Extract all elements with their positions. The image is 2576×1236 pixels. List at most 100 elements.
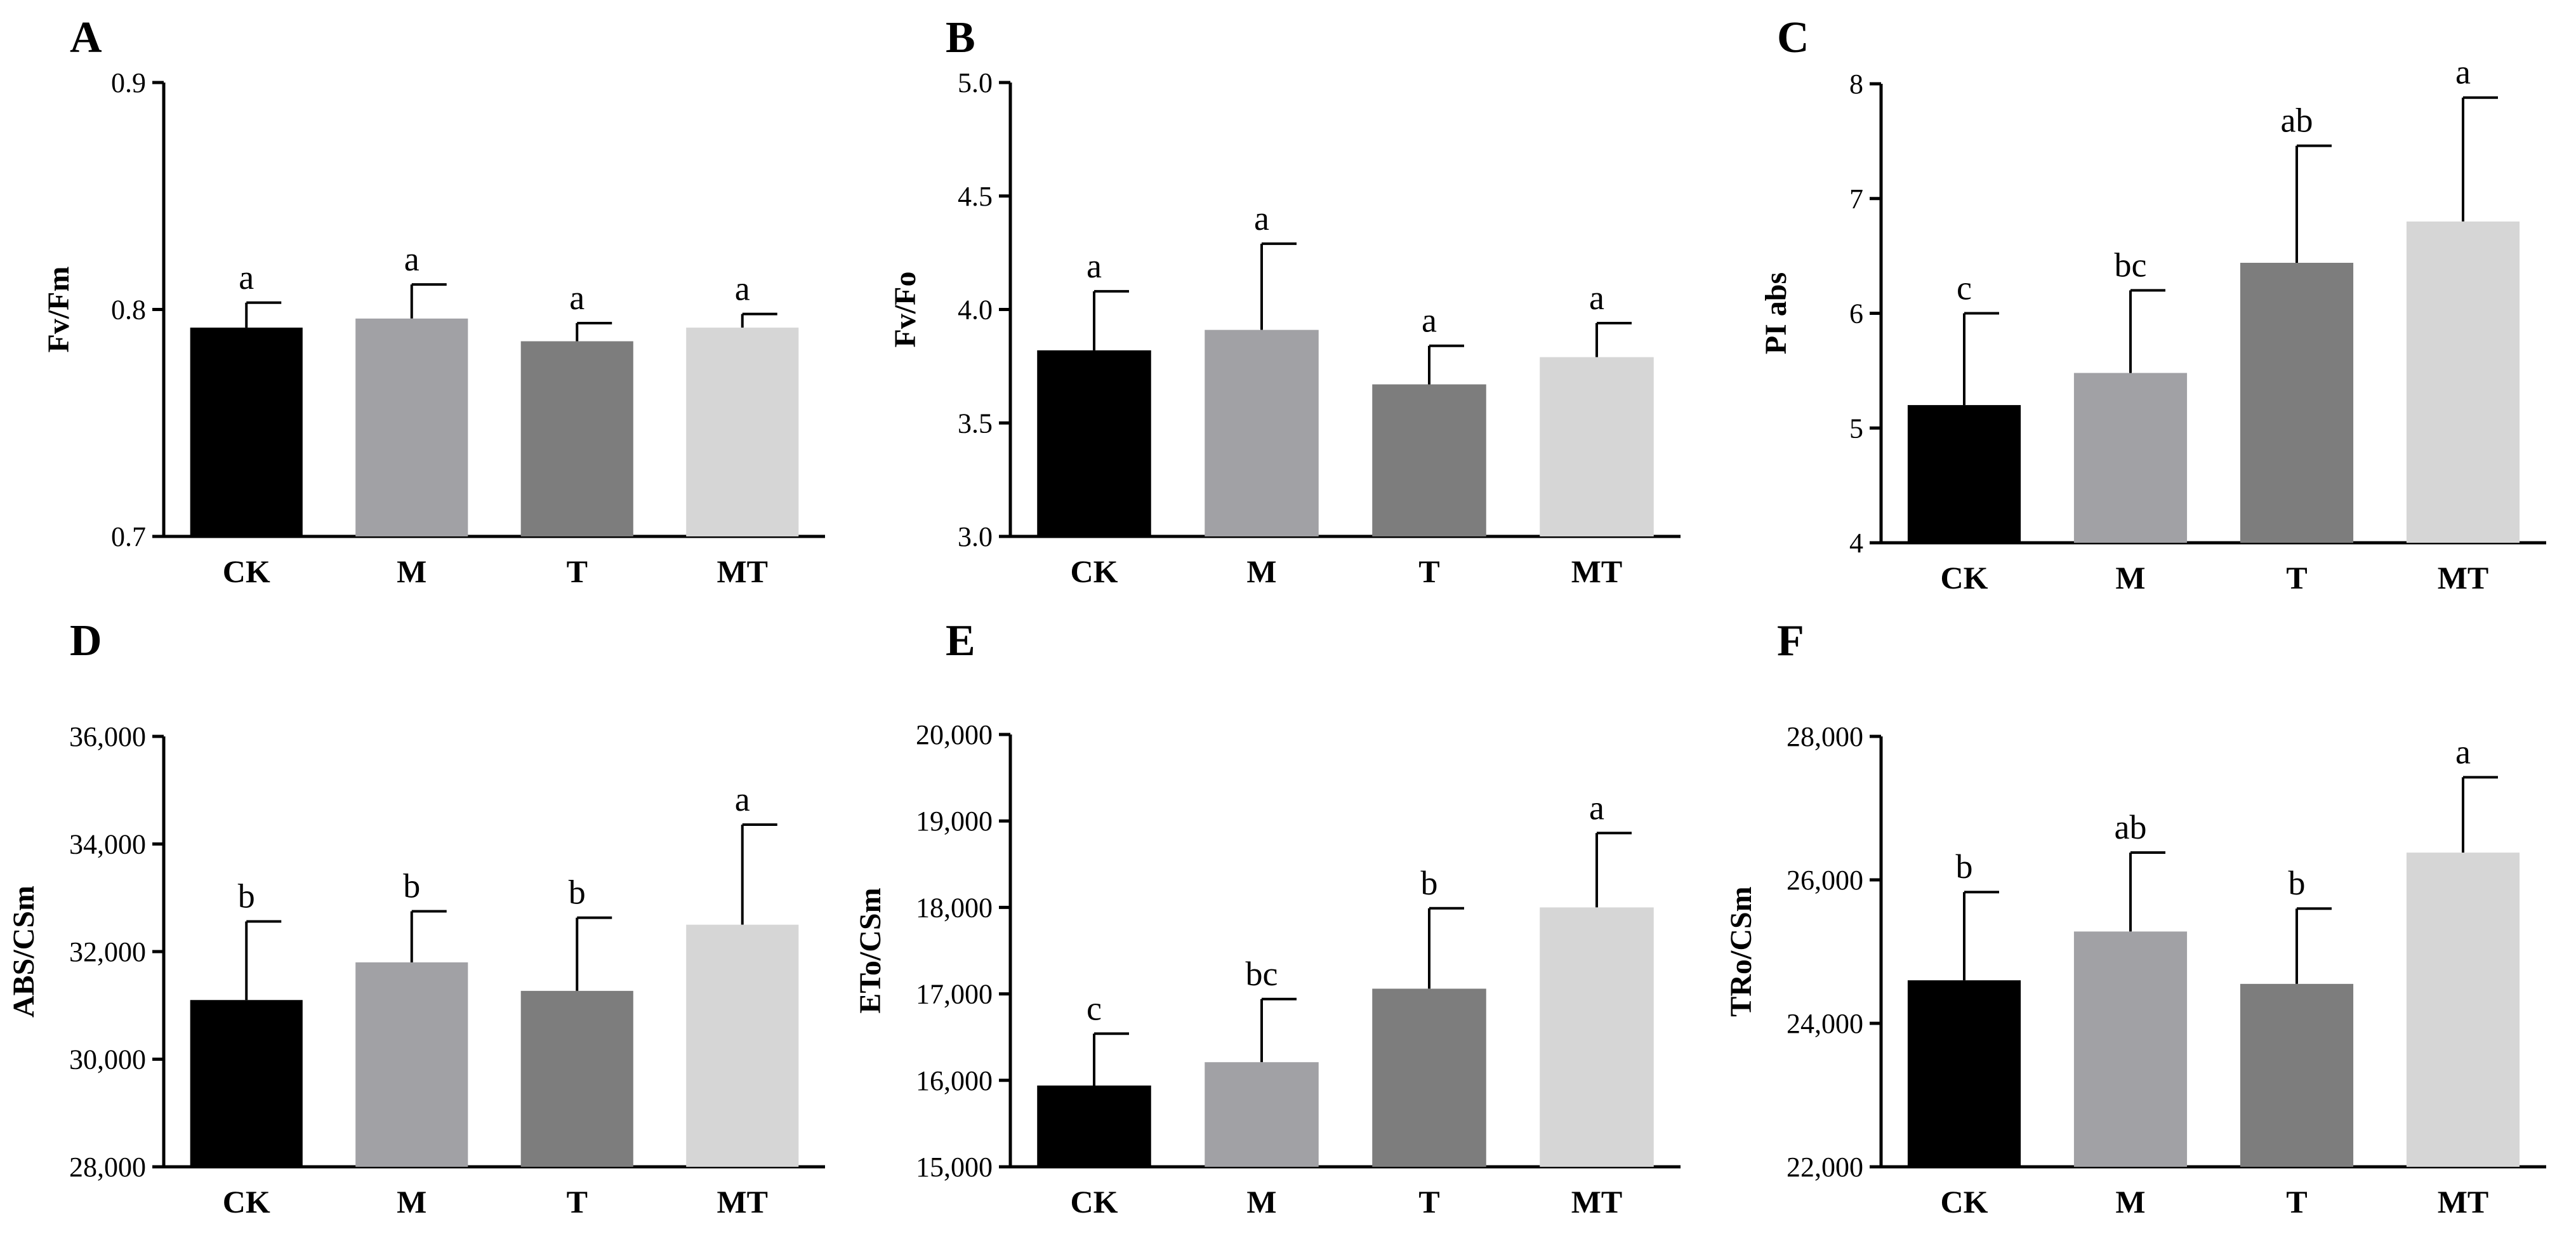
- panel-f-sig-t: b: [2289, 864, 2306, 902]
- panel-e-bar-m: [1205, 1062, 1319, 1167]
- panel-e-letter: E: [946, 616, 975, 665]
- panel-c-bar-t: [2240, 262, 2354, 543]
- panel-f-x-tick-label-ck: CK: [1941, 1184, 1988, 1219]
- panel-e-x-tick-label-ck: CK: [1071, 1184, 1118, 1219]
- panel-b-x-tick-label-ck: CK: [1071, 554, 1118, 589]
- panel-a-bar-m: [355, 318, 468, 536]
- panel-c-y-tick-label: 5: [1849, 413, 1863, 444]
- panel-f-sig-mt: a: [2455, 733, 2471, 771]
- panel-f-y-tick-label: 28,000: [1787, 721, 1863, 752]
- panel-d-bar-m: [355, 962, 468, 1167]
- panel-e-sig-t: b: [1421, 864, 1438, 902]
- panel-f-sig-ck: b: [1956, 847, 1973, 886]
- panel-b-y-tick-label: 4.5: [958, 181, 993, 212]
- panel-f-y-axis-title: TRo/CSm: [1724, 886, 1758, 1016]
- panel-c-y-tick-label: 4: [1849, 528, 1863, 559]
- panel-d-y-tick-label: 34,000: [69, 829, 146, 860]
- panel-c-bar-ck: [1907, 405, 2021, 543]
- panel-f-bar-mt: [2406, 853, 2520, 1167]
- panel-c-x-tick-label-t: T: [2286, 560, 2307, 595]
- panel-a-y-axis-title: Fv/Fm: [42, 267, 76, 353]
- panel-d-x-tick-label-mt: MT: [717, 1184, 768, 1219]
- panel-b-sig-mt: a: [1589, 279, 1604, 317]
- panel-d-y-tick-label: 28,000: [69, 1152, 146, 1183]
- panel-c-sig-t: ab: [2281, 102, 2313, 140]
- panel-c-sig-m: bc: [2115, 246, 2147, 284]
- panel-c-bar-mt: [2406, 221, 2520, 543]
- panel-d-sig-mt: a: [735, 780, 750, 818]
- panel-c-x-tick-label-m: M: [2115, 560, 2145, 595]
- panel-d-sig-t: b: [569, 874, 586, 912]
- panel-e: E 15,000 16,000 17,000 18,000 19,000 20,000 ETo…: [854, 616, 1681, 1219]
- panel-f-x-tick-label-m: M: [2115, 1184, 2145, 1219]
- panel-f-y-tick-label: 24,000: [1787, 1008, 1863, 1039]
- panel-c-sig-ck: c: [1957, 269, 1972, 307]
- panel-d-bar-mt: [686, 924, 799, 1167]
- panel-f: F 22,000 24,000 26,000 28,000 TRo/CSm b CK ab Mb T…: [1724, 616, 2546, 1219]
- panel-b-y-tick-label: 4.0: [958, 295, 993, 326]
- panel-a-x-tick-label-t: T: [567, 554, 588, 589]
- panel-b-y-axis-title: Fv/Fo: [888, 272, 922, 348]
- panel-d-x-tick-label-t: T: [567, 1184, 588, 1219]
- panel-f-letter: F: [1777, 616, 1804, 665]
- panel-e-sig-m: bc: [1246, 955, 1278, 993]
- panel-e-y-tick-label: 17,000: [916, 979, 993, 1010]
- panel-b-bar-mt: [1540, 357, 1654, 536]
- panel-f-bar-m: [2073, 931, 2188, 1167]
- panel-a-sig-ck: a: [239, 258, 254, 296]
- panel-c: C 4 5 6 7 8 PI abs c CK bc Mab Ta MT: [1759, 13, 2546, 595]
- panel-b-y-tick-label: 3.5: [958, 408, 993, 439]
- panel-d-y-tick-label: 32,000: [69, 936, 146, 967]
- panel-f-x-tick-label-mt: MT: [2438, 1184, 2489, 1219]
- panel-a-letter: A: [70, 13, 102, 62]
- panel-a-bar-t: [520, 341, 633, 536]
- panel-c-bar-m: [2073, 373, 2188, 543]
- panel-b-y-tick-label: 5.0: [958, 67, 993, 98]
- panel-b: B 3.0 3.5 4.0 4.5 5.0 Fv/Fo a CK a Ma Ta MT: [888, 13, 1681, 589]
- panel-b-x-tick-label-mt: MT: [1571, 554, 1623, 589]
- panel-d-sig-ck: b: [238, 877, 255, 915]
- panel-f-bar-t: [2240, 983, 2354, 1167]
- panel-e-bar-mt: [1540, 907, 1654, 1167]
- panel-c-sig-mt: a: [2455, 53, 2471, 91]
- panel-a-sig-mt: a: [735, 270, 750, 308]
- panel-a-x-tick-label-m: M: [397, 554, 426, 589]
- panel-e-y-tick-label: 16,000: [916, 1065, 993, 1096]
- panel-f-y-tick-label: 26,000: [1787, 865, 1863, 896]
- panel-d-letter: D: [70, 616, 102, 665]
- panel-d-bar-t: [520, 990, 633, 1167]
- panel-c-x-tick-label-ck: CK: [1941, 560, 1988, 595]
- panel-f-x-tick-label-t: T: [2286, 1184, 2307, 1219]
- panel-d-y-tick-label: 36,000: [69, 721, 146, 752]
- panel-e-x-tick-label-m: M: [1246, 1184, 1276, 1219]
- panel-d-y-tick-label: 30,000: [69, 1044, 146, 1075]
- panel-b-y-tick-label: 3.0: [958, 521, 993, 552]
- panel-d-sig-m: b: [403, 867, 420, 905]
- panel-c-y-tick-label: 6: [1849, 298, 1863, 329]
- panel-a-x-tick-label-ck: CK: [223, 554, 270, 589]
- panel-a-sig-m: a: [404, 240, 419, 278]
- panel-b-letter: B: [946, 13, 975, 62]
- panel-a-y-tick-label: 0.7: [111, 521, 146, 552]
- panel-c-y-axis-title: PI abs: [1759, 272, 1793, 354]
- panel-e-bar-t: [1372, 988, 1486, 1167]
- panel-b-bar-t: [1372, 384, 1486, 536]
- panel-e-y-tick-label: 19,000: [916, 806, 993, 837]
- panel-f-bar-ck: [1907, 980, 2021, 1167]
- panel-b-sig-t: a: [1422, 302, 1437, 340]
- panel-c-letter: C: [1777, 13, 1809, 62]
- panel-e-sig-mt: a: [1589, 788, 1604, 827]
- panel-d-x-tick-label-ck: CK: [223, 1184, 270, 1219]
- panel-b-bar-ck: [1037, 350, 1151, 536]
- panel-b-x-tick-label-m: M: [1246, 554, 1276, 589]
- panel-d-bar-ck: [190, 1000, 303, 1167]
- panel-a-y-tick-label: 0.9: [111, 67, 146, 98]
- panel-b-bar-m: [1205, 329, 1319, 536]
- panel-f-y-tick-label: 22,000: [1787, 1152, 1863, 1183]
- panel-e-y-tick-label: 20,000: [916, 719, 993, 750]
- panel-b-sig-ck: a: [1087, 247, 1102, 285]
- panel-a: A 0.7 0.8 0.9 Fv/Fm a CK a Ma Ta MT: [42, 13, 825, 589]
- panel-e-y-axis-title: ETo/CSm: [854, 887, 887, 1013]
- panel-b-sig-m: a: [1254, 199, 1269, 237]
